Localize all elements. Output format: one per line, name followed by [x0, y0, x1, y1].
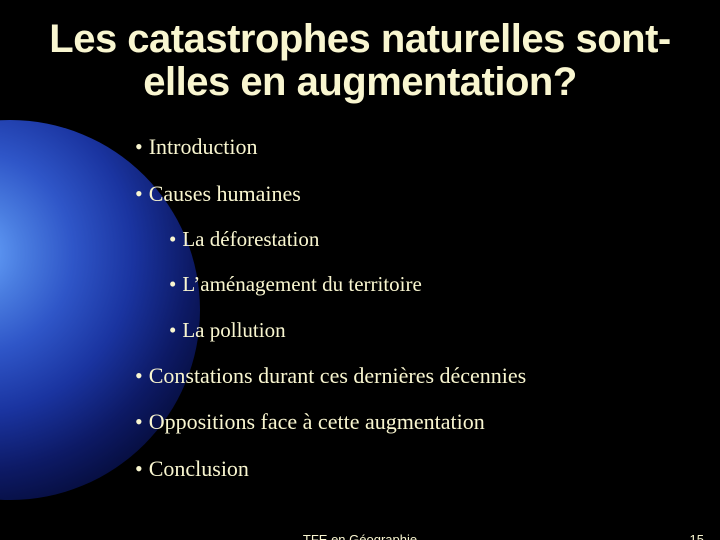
bullet-text: La pollution — [182, 318, 285, 342]
bullet-oppositions: •Oppositions face à cette augmentation — [135, 409, 690, 435]
slide: Les catastrophes naturelles sont-elles e… — [0, 0, 720, 540]
bullet-text: La déforestation — [182, 227, 319, 251]
bullet-icon: • — [135, 409, 143, 434]
bullet-text: Introduction — [149, 134, 258, 159]
bullet-pollution: •La pollution — [135, 318, 690, 343]
bullet-icon: • — [169, 227, 176, 251]
bullet-deforestation: •La déforestation — [135, 227, 690, 252]
bullet-icon: • — [135, 363, 143, 388]
bullet-icon: • — [169, 272, 176, 296]
bullet-causes: •Causes humaines — [135, 181, 690, 207]
bullet-amenagement: •L’aménagement du territoire — [135, 272, 690, 297]
bullet-icon: • — [135, 181, 143, 206]
bullet-text: L’aménagement du territoire — [182, 272, 421, 296]
bullet-icon: • — [135, 456, 143, 481]
bullet-icon: • — [135, 134, 143, 159]
slide-content: •Introduction •Causes humaines •La défor… — [30, 134, 690, 482]
bullet-text: Constations durant ces dernières décenni… — [149, 363, 527, 388]
bullet-text: Oppositions face à cette augmentation — [149, 409, 485, 434]
bullet-text: Causes humaines — [149, 181, 301, 206]
bullet-constations: •Constations durant ces dernières décenn… — [135, 363, 690, 389]
slide-title: Les catastrophes naturelles sont-elles e… — [30, 18, 690, 104]
footer-text: TFE en Géographie — [303, 532, 417, 540]
bullet-intro: •Introduction — [135, 134, 690, 160]
bullet-conclusion: •Conclusion — [135, 456, 690, 482]
bullet-icon: • — [169, 318, 176, 342]
page-number: 15 — [690, 532, 704, 540]
bullet-text: Conclusion — [149, 456, 249, 481]
